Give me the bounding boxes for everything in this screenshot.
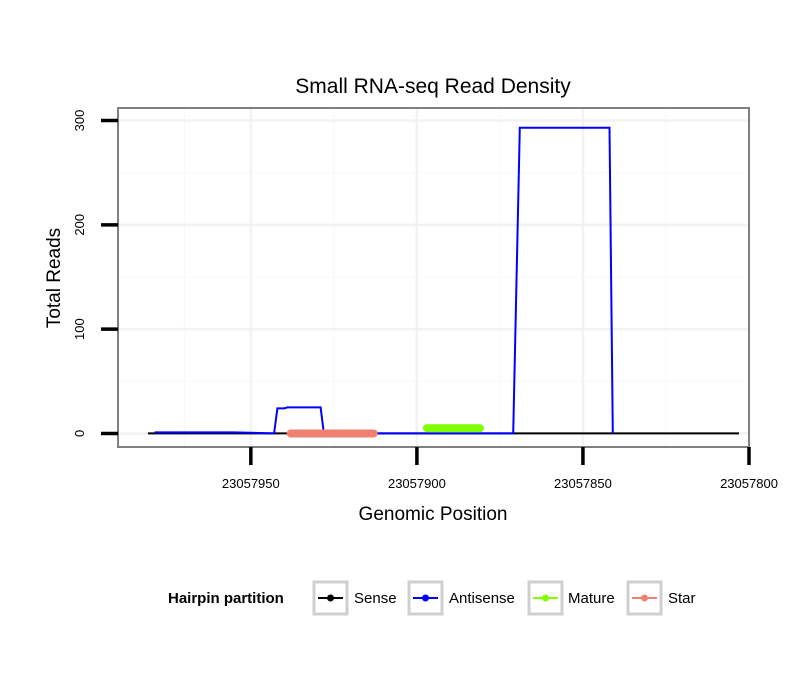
- axes: 0 100 200 300 23057950 23057900 23057850 230578…: [72, 110, 778, 491]
- legend-label-star: Star: [668, 590, 696, 607]
- legend-key-dot-star: [641, 594, 648, 602]
- y-tick-label: 100: [72, 318, 87, 340]
- panel-border: [117, 107, 750, 448]
- grid: [118, 108, 751, 447]
- legend-title: Hairpin partition: [168, 590, 284, 607]
- legend: Hairpin partition Sense Antisense Mature St…: [168, 580, 696, 616]
- y-tick-label: 200: [72, 214, 87, 236]
- x-tick-label: 23057900: [388, 476, 446, 491]
- legend-key-dot-sense: [327, 594, 334, 602]
- series-line-antisense: [154, 126, 614, 435]
- x-axis-title: Genomic Position: [359, 504, 508, 525]
- legend-label-mature: Mature: [568, 590, 615, 607]
- legend-key-dot-mature: [542, 594, 549, 602]
- series-layer: [147, 126, 739, 438]
- panel-background: [118, 108, 749, 447]
- legend-key-dot-antisense: [422, 594, 429, 602]
- legend-label-sense: Sense: [354, 590, 397, 607]
- y-tick-label: 300: [72, 110, 87, 132]
- x-tick-label: 23057850: [554, 476, 612, 491]
- legend-label-antisense: Antisense: [449, 590, 515, 607]
- y-tick-label: 0: [72, 430, 87, 437]
- y-axis-title: Total Reads: [44, 228, 65, 328]
- chart-title: Small RNA-seq Read Density: [295, 75, 571, 98]
- x-tick-label: 23057800: [720, 476, 778, 491]
- x-tick-label: 23057950: [222, 476, 280, 491]
